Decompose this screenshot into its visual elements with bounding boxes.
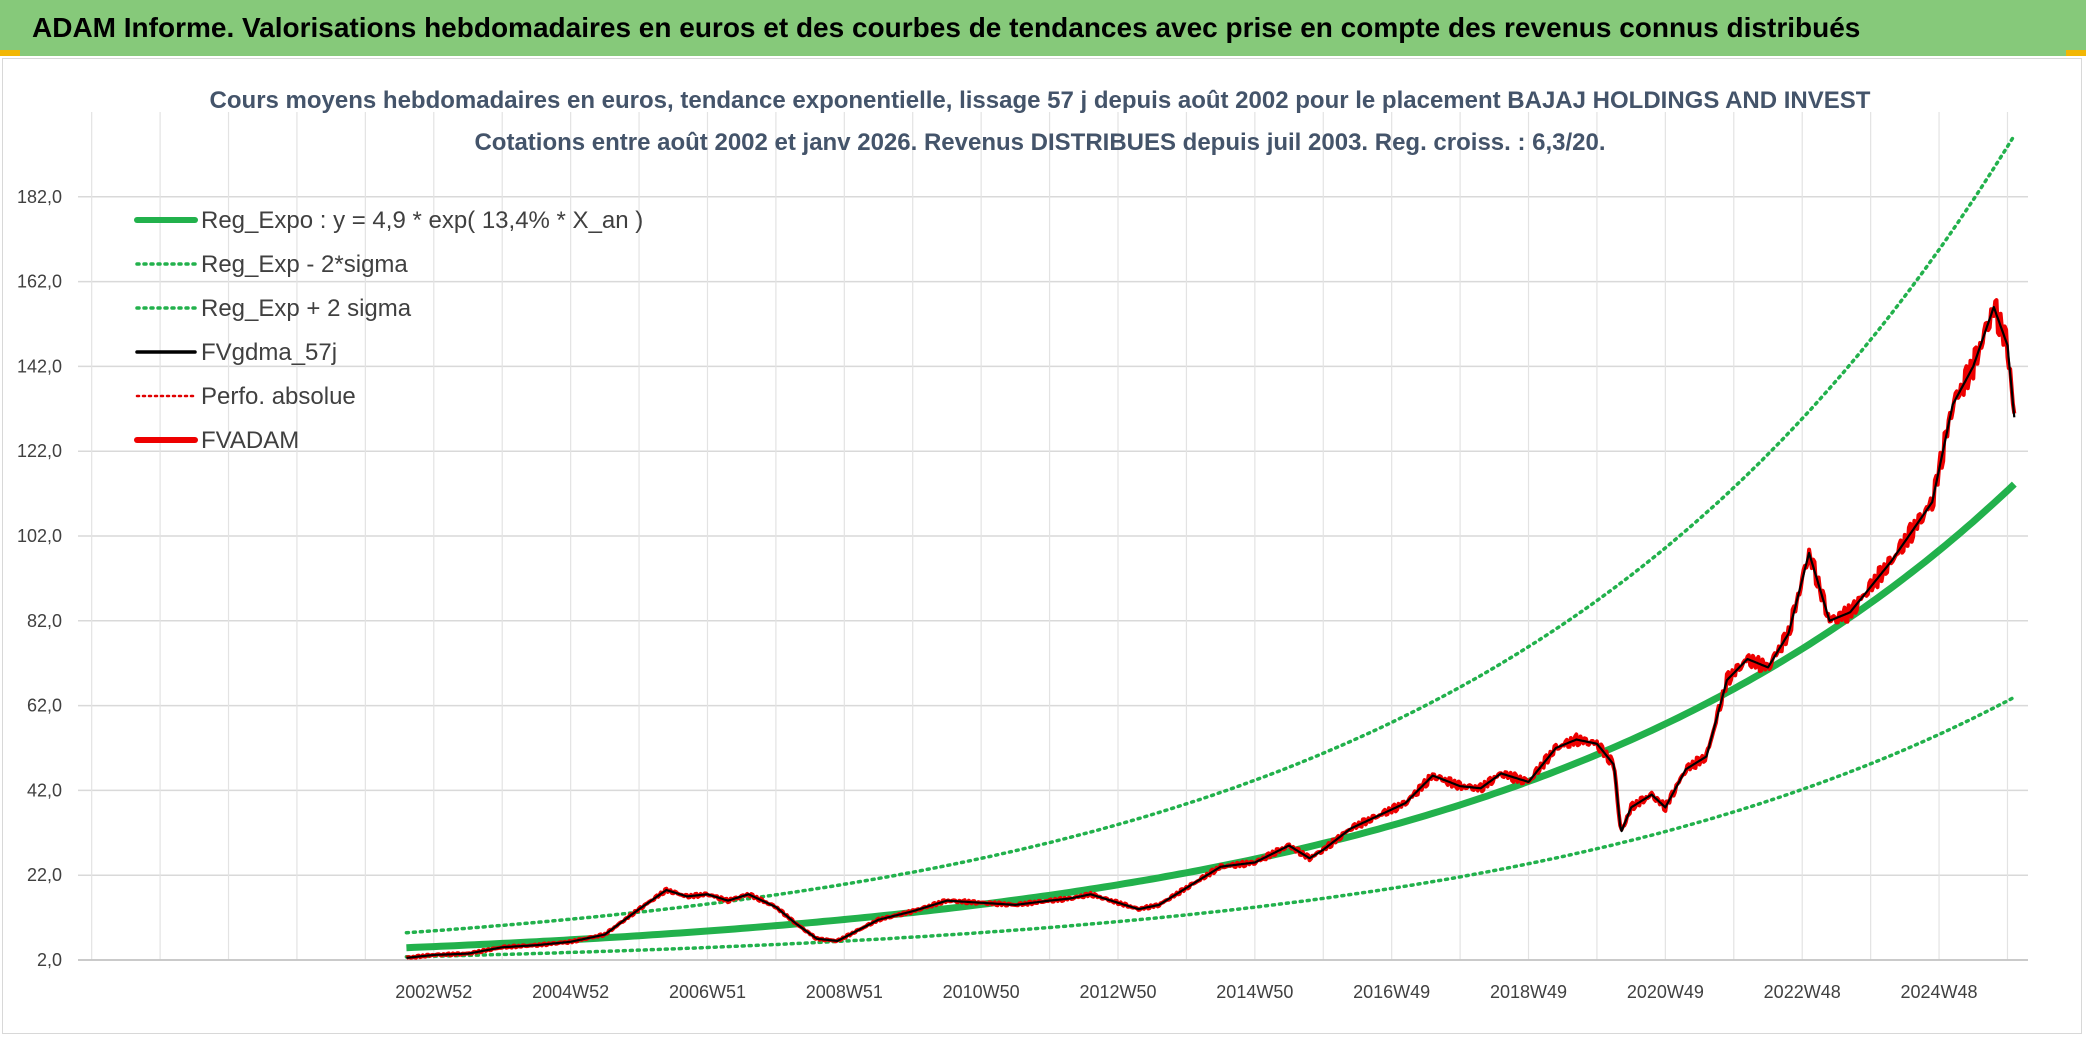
- chart-title: Cours moyens hebdomadaires en euros, ten…: [210, 87, 1871, 114]
- banner-accent-left: [0, 50, 20, 56]
- y-tick-label: 122,0: [17, 441, 62, 461]
- y-tick-label: 2,0: [37, 950, 62, 970]
- series-fvgdma-57j: [406, 305, 2016, 959]
- y-tick-label: 62,0: [27, 696, 62, 716]
- y-tick-label: 162,0: [17, 272, 62, 292]
- report-banner: ADAM Informe. Valorisations hebdomadaire…: [0, 0, 2086, 56]
- legend-label: Reg_Expo : y = 4,9 * exp( 13,4% * X_an ): [201, 207, 643, 234]
- x-axis-ticks: 2002W52 2004W52 2006W51 2008W51 2010W50 2012W…: [395, 982, 1977, 1002]
- report-title: ADAM Informe. Valorisations hebdomadaire…: [32, 12, 1861, 43]
- x-tick-label: 2024W48: [1901, 982, 1978, 1002]
- y-tick-label: 142,0: [17, 356, 62, 376]
- y-tick-label: 102,0: [17, 526, 62, 546]
- legend-label: FVgdma_57j: [201, 339, 337, 366]
- legend-label: FVADAM: [201, 427, 299, 454]
- x-tick-label: 2020W49: [1627, 982, 1704, 1002]
- x-tick-label: 2016W49: [1353, 982, 1430, 1002]
- series-layer: [404, 133, 2017, 960]
- series-reg-expo: [406, 481, 2017, 952]
- chart-subtitle: Cotations entre août 2002 et janv 2026. …: [474, 129, 1605, 156]
- x-tick-label: 2010W50: [943, 982, 1020, 1002]
- y-axis-ticks: 2,0 22,0 42,0 62,0 82,0 102,0 122,0 142,0 162,0 1…: [17, 187, 62, 970]
- legend-label: Reg_Exp - 2*sigma: [201, 251, 408, 278]
- chart-frame: [2, 58, 2082, 1034]
- y-tick-label: 182,0: [17, 187, 62, 207]
- series-reg-exp-minus-2sigma: [404, 695, 2017, 959]
- legend-label: Reg_Exp + 2 sigma: [201, 295, 412, 322]
- y-tick-label: 22,0: [27, 865, 62, 885]
- x-tick-label: 2022W48: [1764, 982, 1841, 1002]
- y-tick-label: 82,0: [27, 611, 62, 631]
- x-tick-label: 2008W51: [806, 982, 883, 1002]
- x-tick-label: 2006W51: [669, 982, 746, 1002]
- y-tick-label: 42,0: [27, 780, 62, 800]
- series-fvadam: [405, 298, 2017, 960]
- x-tick-label: 2002W52: [395, 982, 472, 1002]
- x-tick-label: 2004W52: [532, 982, 609, 1002]
- x-tick-label: 2014W50: [1216, 982, 1293, 1002]
- legend-label: Perfo. absolue: [201, 383, 356, 410]
- series-reg-exp-plus-2sigma: [404, 133, 2017, 935]
- grid: [78, 112, 2028, 961]
- legend: Reg_Expo : y = 4,9 * exp( 13,4% * X_an )…: [134, 207, 643, 454]
- x-tick-label: 2018W49: [1490, 982, 1567, 1002]
- banner-accent-right: [2066, 50, 2086, 56]
- x-tick-label: 2012W50: [1079, 982, 1156, 1002]
